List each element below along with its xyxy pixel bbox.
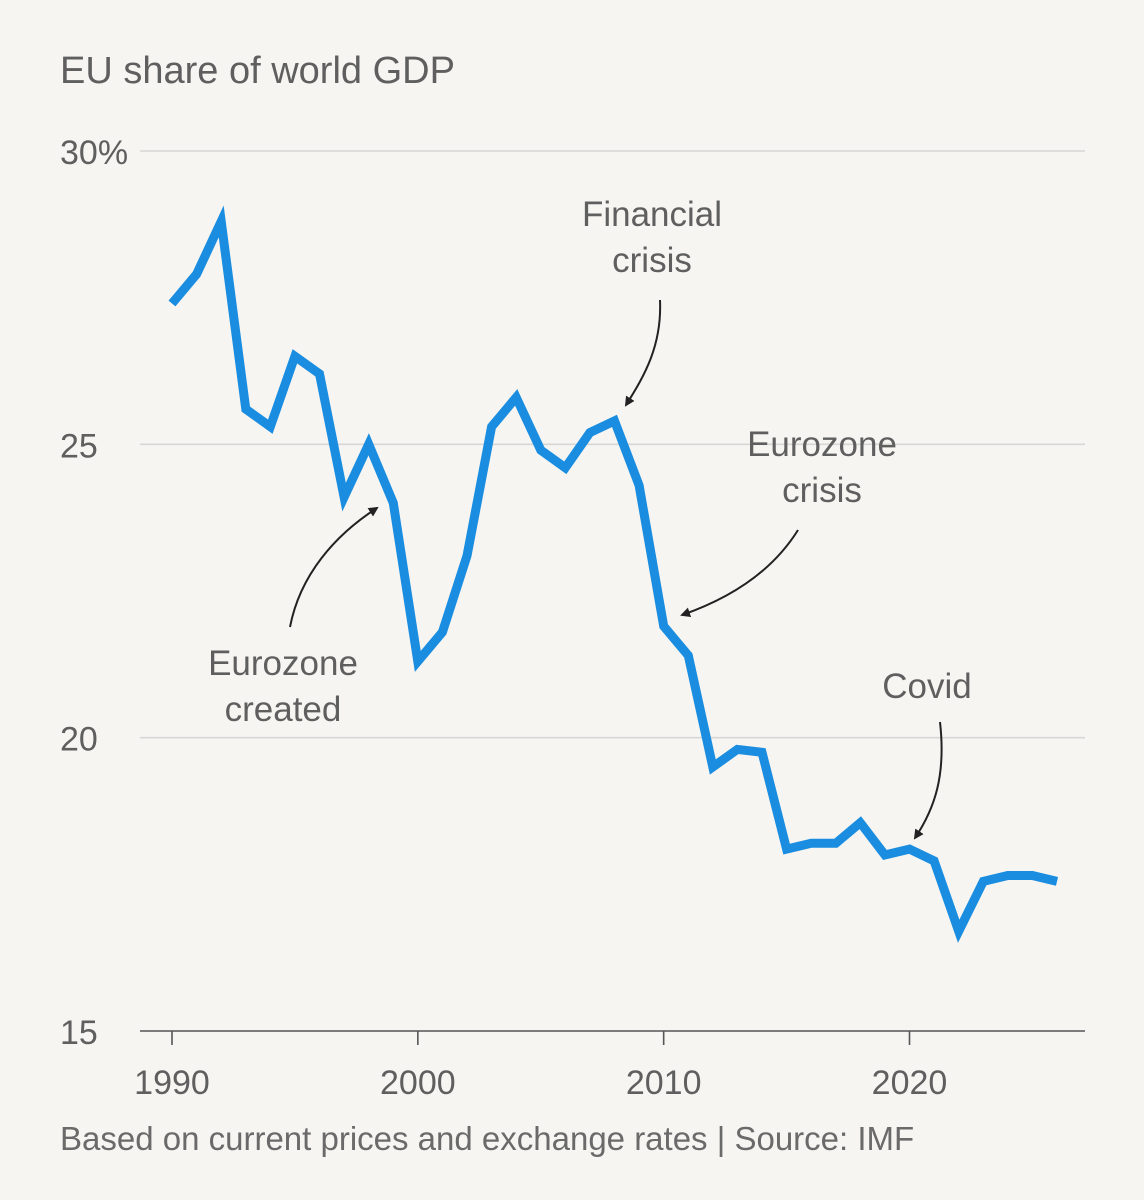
chart-source-note: Based on current prices and exchange rat… — [60, 1120, 915, 1157]
series — [168, 205, 1059, 943]
series-line — [168, 205, 1059, 943]
annotation-label: Covid — [882, 667, 971, 706]
annotation-label: Eurozone — [747, 425, 897, 464]
axes: 15 20 25 30% 1990 2000 2010 2020 — [60, 134, 947, 1102]
annotation: Eurozone crisis — [680, 425, 897, 618]
y-tick-label: 15 — [60, 1014, 98, 1052]
y-tick-label: 20 — [60, 721, 98, 759]
annotation-arrow — [680, 529, 799, 618]
grid — [140, 150, 1085, 1032]
annotation-arrow — [913, 721, 943, 840]
annotation-label: Financial — [582, 195, 722, 234]
annotation: Financial crisis — [582, 195, 722, 407]
annotation-label: Eurozone — [208, 644, 358, 683]
annotations: Financial crisis Eurozone crisis Eurozone cre… — [208, 195, 972, 840]
annotation-label: crisis — [612, 241, 692, 280]
x-tick-label: 2020 — [872, 1064, 948, 1102]
annotation: Covid — [882, 667, 972, 840]
annotation-label: crisis — [782, 471, 862, 510]
y-tick-label: 25 — [60, 427, 98, 465]
y-tick-label: 30% — [60, 134, 128, 172]
annotation-arrow — [289, 506, 379, 628]
annotation-label: created — [225, 690, 342, 729]
x-tick-label: 2000 — [380, 1064, 456, 1102]
annotation-arrow — [624, 299, 662, 407]
x-tick-label: 1990 — [134, 1064, 210, 1102]
annotation: Eurozone created — [208, 506, 379, 729]
x-tick-label: 2010 — [626, 1064, 702, 1102]
chart-title: EU share of world GDP — [60, 50, 455, 92]
